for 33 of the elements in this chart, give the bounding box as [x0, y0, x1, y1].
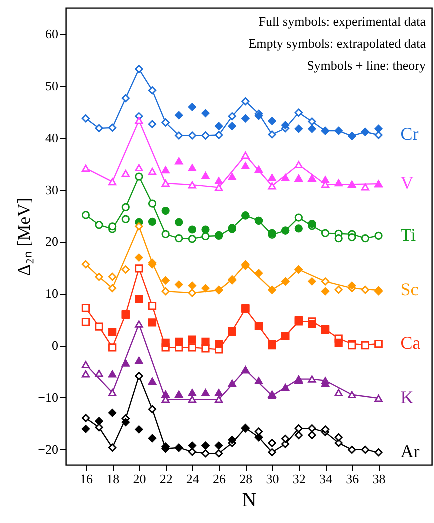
x-axis-title: N: [242, 490, 257, 512]
y-tick-label: 40: [46, 130, 58, 146]
x-tick-label: 16: [80, 472, 94, 486]
series-label: Ti: [400, 224, 416, 245]
series-label: K: [400, 388, 414, 408]
y-axis-title: Δ₂ₙ [MeV]: [14, 198, 34, 276]
y-tick-label: −20: [38, 442, 58, 457]
y-tick-label: 60: [46, 26, 58, 42]
y-tick-label: 0: [52, 338, 58, 354]
y-tick-label: 20: [46, 234, 58, 250]
series-label: Sc: [400, 280, 419, 300]
y-tick-label: 10: [46, 286, 58, 302]
series-label: Ar: [400, 442, 420, 462]
y-tick-label: 50: [46, 78, 58, 94]
y-tick-label: 30: [46, 182, 58, 198]
annotation: Symbols + line: theory: [307, 58, 426, 73]
x-tick-label: 28: [240, 472, 253, 486]
y-tick-label: −10: [38, 390, 58, 405]
annotation: Empty symbols: extrapolated data: [248, 36, 426, 51]
x-tick-label: 24: [186, 472, 200, 486]
x-tick-label: 26: [213, 472, 227, 486]
x-tick-label: 30: [266, 472, 280, 486]
series-label: V: [400, 173, 414, 194]
annotation: Full symbols: experimental data: [258, 14, 426, 29]
x-tick-label: 38: [372, 472, 386, 486]
x-tick-label: 22: [160, 472, 173, 486]
x-tick-label: 36: [346, 472, 360, 486]
x-tick-label: 20: [133, 472, 146, 486]
series-label: Ca: [400, 333, 421, 353]
x-tick-label: 34: [320, 472, 334, 486]
series-label: Cr: [400, 124, 419, 144]
x-tick-label: 18: [106, 472, 120, 486]
x-tick-label: 32: [292, 472, 306, 486]
